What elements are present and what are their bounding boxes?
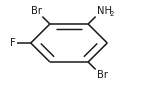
Text: 2: 2	[110, 11, 114, 17]
Text: Br: Br	[31, 6, 42, 16]
Text: Br: Br	[97, 70, 108, 80]
Text: F: F	[10, 38, 16, 48]
Text: NH: NH	[97, 6, 112, 16]
